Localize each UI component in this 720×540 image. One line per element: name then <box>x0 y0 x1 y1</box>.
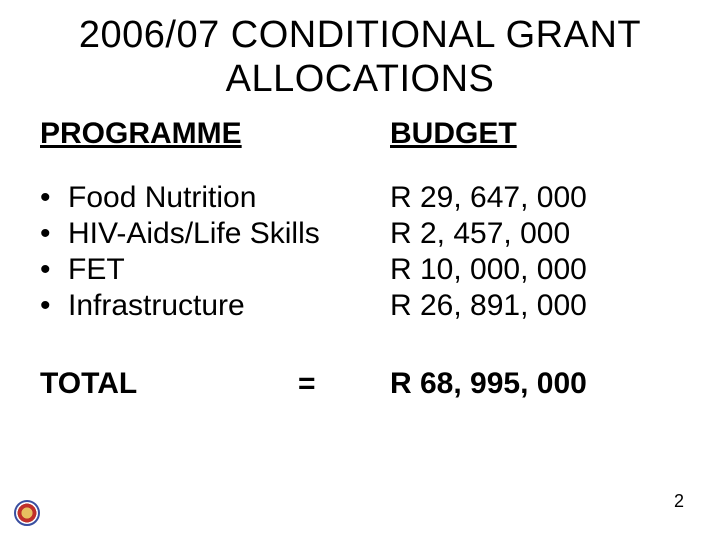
item-value: R 29, 647, 000 <box>390 183 680 213</box>
item-value: R 10, 000, 000 <box>390 255 680 285</box>
column-headers: PROGRAMME BUDGET <box>40 119 680 149</box>
list-item: • Food Nutrition R 29, 647, 000 <box>40 183 680 213</box>
header-budget: BUDGET <box>390 119 680 149</box>
item-value: R 2, 457, 000 <box>390 219 680 249</box>
list-item: • HIV-Aids/Life Skills R 2, 457, 000 <box>40 219 680 249</box>
header-programme: PROGRAMME <box>40 119 390 149</box>
item-label: Food Nutrition <box>68 183 390 213</box>
slide: 2006/07 CONDITIONAL GRANT ALLOCATIONS PR… <box>0 0 720 540</box>
items-list: • Food Nutrition R 29, 647, 000 • HIV-Ai… <box>40 183 680 321</box>
crest-icon <box>14 500 40 526</box>
page-number: 2 <box>674 491 684 512</box>
item-value: R 26, 891, 000 <box>390 291 680 321</box>
list-item: • Infrastructure R 26, 891, 000 <box>40 291 680 321</box>
title-line-2: ALLOCATIONS <box>226 58 495 100</box>
title-line-1: 2006/07 CONDITIONAL GRANT <box>79 14 641 56</box>
equals-sign: = <box>298 369 390 399</box>
item-label: HIV-Aids/Life Skills <box>68 219 390 249</box>
item-label: FET <box>68 255 390 285</box>
total-row: TOTAL = R 68, 995, 000 <box>40 369 680 399</box>
total-label: TOTAL <box>40 369 298 399</box>
bullet-icon: • <box>40 255 68 285</box>
bullet-icon: • <box>40 219 68 249</box>
list-item: • FET R 10, 000, 000 <box>40 255 680 285</box>
slide-title: 2006/07 CONDITIONAL GRANT ALLOCATIONS <box>40 14 680 101</box>
bullet-icon: • <box>40 291 68 321</box>
item-label: Infrastructure <box>68 291 390 321</box>
total-value: R 68, 995, 000 <box>390 369 680 399</box>
content-area: PROGRAMME BUDGET • Food Nutrition R 29, … <box>40 119 680 399</box>
bullet-icon: • <box>40 183 68 213</box>
